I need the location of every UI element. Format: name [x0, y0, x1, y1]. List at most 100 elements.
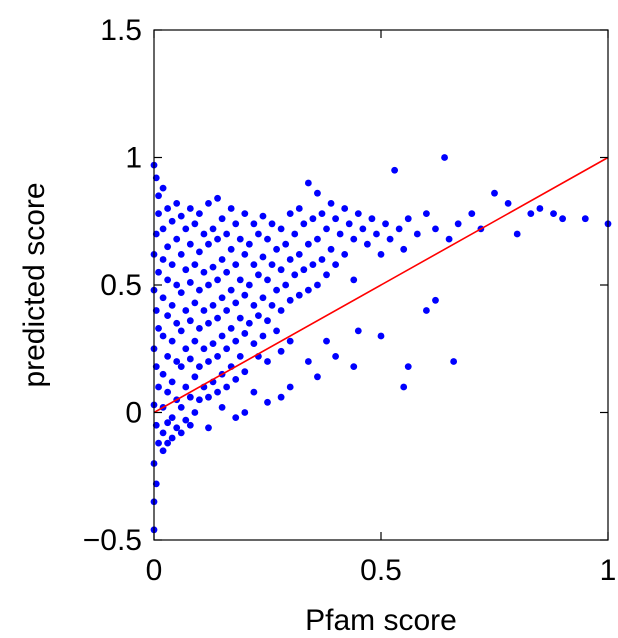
- data-point: [164, 439, 172, 447]
- data-point: [196, 286, 203, 294]
- data-point: [159, 429, 167, 437]
- data-point: [159, 447, 167, 455]
- data-point: [173, 358, 181, 365]
- data-point: [214, 388, 221, 396]
- data-point: [236, 276, 244, 284]
- data-point: [173, 424, 181, 432]
- data-point: [177, 404, 185, 411]
- data-point: [205, 281, 212, 289]
- data-point: [314, 281, 321, 289]
- data-point: [277, 393, 285, 401]
- data-point: [173, 319, 181, 327]
- data-point: [191, 220, 199, 228]
- data-point: [236, 314, 244, 322]
- data-point: [286, 383, 294, 391]
- data-point: [377, 251, 385, 258]
- data-point: [400, 245, 408, 253]
- data-point: [491, 189, 498, 197]
- data-point: [209, 263, 217, 271]
- data-point: [245, 240, 253, 248]
- data-point: [182, 416, 190, 424]
- x-axis-label: Pfam score: [305, 604, 457, 637]
- data-point: [450, 358, 458, 365]
- data-point: [259, 212, 267, 220]
- data-point: [341, 205, 349, 212]
- data-point: [186, 279, 194, 286]
- data-point: [304, 286, 312, 294]
- data-point: [250, 261, 258, 268]
- data-point: [527, 210, 535, 218]
- data-point: [286, 337, 294, 345]
- data-point: [304, 179, 312, 187]
- data-point: [264, 235, 271, 243]
- data-point: [214, 314, 221, 322]
- data-point: [336, 230, 344, 238]
- data-point: [196, 248, 203, 256]
- fit-line: [153, 156, 609, 414]
- data-point: [291, 271, 299, 279]
- data-point: [432, 296, 439, 304]
- data-point: [200, 307, 208, 314]
- data-point: [273, 327, 280, 335]
- data-point: [304, 358, 312, 365]
- data-point: [432, 225, 439, 233]
- data-point: [354, 327, 362, 335]
- data-point: [205, 358, 212, 365]
- data-point: [250, 340, 258, 348]
- data-point: [341, 251, 349, 258]
- data-point: [168, 302, 176, 309]
- data-point: [286, 210, 294, 218]
- data-point: [250, 220, 258, 228]
- data-point: [295, 205, 303, 212]
- data-point: [255, 230, 262, 238]
- data-point: [314, 373, 321, 381]
- data-point: [164, 312, 172, 319]
- data-point: [232, 299, 240, 307]
- data-point: [232, 337, 240, 345]
- data-point: [177, 327, 185, 335]
- data-point: [318, 210, 326, 218]
- x-tick-label: 0: [146, 554, 163, 587]
- data-point: [264, 276, 271, 284]
- data-point: [277, 307, 285, 314]
- data-point: [255, 312, 262, 319]
- data-point: [214, 235, 221, 243]
- data-point: [232, 414, 240, 421]
- data-point: [300, 220, 308, 228]
- data-point: [209, 302, 217, 309]
- data-point: [200, 345, 208, 353]
- data-point: [155, 324, 162, 332]
- data-point: [277, 225, 285, 233]
- data-point: [286, 256, 294, 263]
- data-point: [277, 266, 285, 274]
- data-point: [227, 286, 235, 294]
- reference-line: [153, 156, 609, 414]
- data-point: [182, 307, 190, 314]
- data-point: [395, 225, 403, 233]
- y-tick-label: −0.5: [83, 524, 142, 557]
- data-point: [327, 200, 335, 207]
- data-point: [273, 286, 280, 294]
- data-point: [350, 235, 358, 243]
- data-point: [186, 355, 194, 363]
- data-point: [182, 225, 190, 233]
- data-point: [550, 210, 557, 218]
- data-point: [191, 373, 199, 381]
- data-point: [259, 332, 267, 340]
- y-tick-label: 1.5: [100, 14, 142, 47]
- data-point: [318, 256, 326, 263]
- data-point: [236, 235, 244, 243]
- data-point: [413, 230, 421, 238]
- data-point: [536, 205, 544, 212]
- data-point: [250, 302, 258, 309]
- data-point: [377, 332, 385, 340]
- data-point: [223, 307, 231, 314]
- data-point: [309, 261, 317, 268]
- y-tick-label: 0: [125, 397, 142, 430]
- scatter-points: [150, 154, 612, 534]
- data-point: [423, 307, 430, 314]
- y-tick-label: 0.5: [100, 269, 142, 302]
- data-point: [332, 215, 339, 223]
- data-point: [368, 215, 376, 223]
- data-point: [273, 245, 280, 253]
